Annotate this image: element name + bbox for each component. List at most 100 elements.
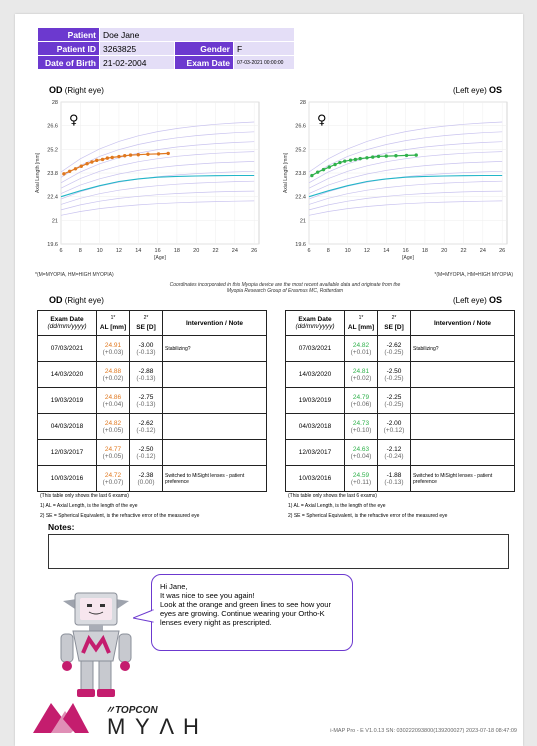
os-patient-point: [394, 154, 398, 158]
os-percentile-curve: [308, 121, 503, 173]
os-table-row: 12/03/2017 24.63 (+0.04) -2.12 (-0.24): [285, 439, 515, 466]
os-col-note: Intervention / Note: [410, 310, 515, 336]
od-patient-point: [156, 152, 161, 156]
od-col-note: Intervention / Note: [162, 310, 267, 336]
dob-value: 21-02-2004: [99, 55, 175, 70]
os-row-se: -2.00 (+0.12): [377, 413, 411, 440]
os-xtick-label: 14: [383, 248, 389, 254]
od-percentile-curve: [60, 121, 255, 173]
os-patient-point: [358, 156, 362, 161]
os-table-row: 04/03/2018 24.73 (+0.10) -2.00 (+0.12): [285, 413, 515, 440]
os-chart-note: *(M=MYOPIA, HM=HIGH MYOPIA): [434, 272, 513, 278]
patient-name: Doe Jane: [99, 27, 295, 42]
os-row-al: 24.82 (+0.01): [344, 335, 378, 362]
od-reference-line: [60, 174, 255, 198]
od-row-note: Switched to MiSight lenses - patient pre…: [162, 465, 267, 492]
od-measurement-table: Exam Date (dd/mm/yyyy) 1* AL [mm] 2* SE [D] In…: [37, 310, 267, 492]
os-col-al: 1* AL [mm]: [344, 310, 378, 336]
od-col-al: 1* AL [mm]: [96, 310, 130, 336]
message-line-3: Look at the orange and green lines to se…: [160, 600, 331, 627]
os-row-date: 10/03/2016: [285, 465, 345, 492]
od-table-row: 14/03/2020 24.88 (+0.02) -2.88 (-0.13): [37, 361, 267, 388]
od-table-name: (Right eye): [64, 296, 104, 305]
od-ytick-label: 25.2: [47, 147, 58, 153]
message-greeting: Hi Jane,: [160, 582, 188, 591]
dob-label: Date of Birth: [37, 55, 100, 70]
od-patient-point: [62, 172, 66, 176]
os-percentile-curve: [308, 200, 503, 216]
od-row-date: 10/03/2016: [37, 465, 97, 492]
os-patient-point: [371, 155, 375, 159]
os-patient-point: [310, 173, 314, 178]
od-row-note: [162, 413, 267, 440]
os-xtick-label: 20: [441, 248, 447, 254]
od-ytick-label: 21: [52, 218, 58, 224]
od-percentile-curve: [60, 200, 255, 216]
od-row-se: -2.50 (-0.12): [129, 439, 163, 466]
report-page: Patient Doe Jane Patient ID 3263825 Gend…: [15, 14, 523, 746]
os-xtick-label: 18: [422, 248, 428, 254]
patient-id-label: Patient ID: [37, 41, 100, 56]
od-row-al: 24.86 (+0.04): [96, 387, 130, 414]
od-xtick-label: 10: [97, 248, 103, 254]
message-line-2: It was nice to see you again!: [160, 591, 255, 600]
od-ytick-label: 22.4: [47, 195, 58, 201]
od-table-row: 19/03/2019 24.86 (+0.04) -2.75 (-0.13): [37, 387, 267, 414]
od-row-se: -3.00 (-0.13): [129, 335, 163, 362]
od-row-al: 24.77 (+0.05): [96, 439, 130, 466]
od-patient-point: [67, 169, 72, 174]
os-table-row: 10/03/2016 24.59 (+0.11) -1.88 (-0.13) Switch…: [285, 465, 515, 492]
notes-label: Notes:: [48, 522, 75, 532]
os-percentile-curve: [308, 180, 503, 205]
os-patient-point: [353, 157, 358, 162]
od-row-se: -2.75 (-0.13): [129, 387, 163, 414]
od-percentile-curve: [60, 161, 255, 194]
os-xtick-label: 8: [327, 248, 330, 254]
os-ytick-label: 22.4: [295, 195, 306, 201]
od-patient-point: [117, 154, 121, 159]
od-xtick-label: 16: [155, 248, 161, 254]
od-header-row: Exam Date (dd/mm/yyyy) 1* AL [mm] 2* SE [D] In…: [37, 310, 267, 336]
os-table-code: OS: [488, 295, 502, 305]
os-row-se: -2.62 (-0.25): [377, 335, 411, 362]
os-row-date: 04/03/2018: [285, 413, 345, 440]
os-col-date: Exam Date (dd/mm/yyyy): [285, 310, 345, 336]
os-xtick-label: 26: [499, 248, 505, 254]
os-percentile-curve: [308, 161, 503, 194]
os-reference-line: [308, 174, 503, 198]
od-xtick-label: 14: [135, 248, 141, 254]
od-patient-point: [79, 164, 83, 168]
od-ytick-label: 26.6: [47, 124, 58, 130]
os-patient-point: [338, 160, 342, 165]
os-row-note: [410, 361, 515, 388]
od-patient-point: [146, 152, 150, 156]
od-row-date: 12/03/2017: [37, 439, 97, 466]
od-row-date: 14/03/2020: [37, 361, 97, 388]
od-patient-point: [123, 154, 127, 158]
os-code: OS: [488, 85, 502, 95]
od-row-date: 07/03/2021: [37, 335, 97, 362]
od-code: OD: [49, 85, 63, 95]
patient-id: 3263825: [99, 41, 175, 56]
od-table-heading: OD (Right eye): [49, 295, 104, 305]
topcon-text: TOPCON: [115, 705, 158, 716]
os-name: (Left eye): [452, 86, 487, 95]
od-percentile-curve: [60, 131, 255, 178]
os-xtick-label: 22: [460, 248, 466, 254]
od-row-note: [162, 387, 267, 414]
patient-header: Patient Doe Jane Patient ID 3263825 Gend…: [37, 27, 295, 70]
os-yaxis-label: Axial Length [mm]: [283, 152, 289, 193]
od-row-note: [162, 439, 267, 466]
od-xtick-label: 18: [174, 248, 180, 254]
os-col-se: 2* SE [D]: [377, 310, 411, 336]
od-table-row: 12/03/2017 24.77 (+0.05) -2.50 (-0.12): [37, 439, 267, 466]
os-measurement-table: Exam Date (dd/mm/yyyy) 1* AL [mm] 2* SE [D] In…: [285, 310, 515, 492]
os-percentile-curve: [308, 131, 503, 178]
os-footnote-2: 2) SE = Spherical Equivalent, is the ref…: [288, 513, 448, 519]
od-table-row: 07/03/2021 24.91 (+0.03) -3.00 (-0.13) Stabil…: [37, 335, 267, 362]
os-footnote-1: 1) AL = Axial Length, is the length of t…: [288, 503, 386, 509]
os-table-heading: (Left eye) OS: [453, 295, 502, 305]
od-female-icon: ♀: [69, 113, 79, 128]
exam-date-value: 07-03-2021 00:00:00: [233, 55, 295, 70]
os-patient-point: [348, 158, 353, 162]
